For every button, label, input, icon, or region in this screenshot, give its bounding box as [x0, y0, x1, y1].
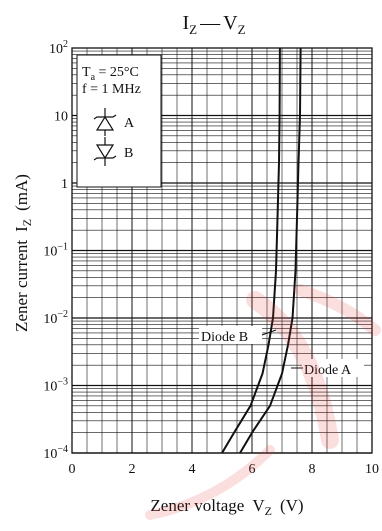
x-tick-label: 10 [365, 462, 379, 477]
x-tick-labels: 0 2 4 6 8 10 [69, 462, 380, 477]
y-tick-label: 1 [61, 177, 68, 192]
series-line-diode-a [239, 47, 302, 454]
x-tick-label: 4 [189, 462, 196, 477]
legend: Ta = 25°C f = 1 MHz A B [76, 54, 162, 188]
y-tick-label: 10 [54, 110, 68, 125]
series-layer [221, 47, 302, 454]
annotation-diode-b-leader [261, 329, 277, 336]
annotation-diode-b: Diode B [201, 330, 248, 345]
annotation-diode-a: Diode A [304, 363, 352, 378]
x-tick-label: 8 [309, 462, 316, 477]
y-tick-labels: 102 10 1 10−1 10−2 10−3 10−4 [43, 39, 68, 462]
x-tick-label: 6 [249, 462, 256, 477]
y-axis-label: Zener currentIZ(mA) [12, 174, 34, 332]
y-tick-label: 10−2 [43, 309, 68, 327]
x-tick-label: 0 [69, 462, 76, 477]
legend-box [76, 54, 162, 188]
zener-diode-down-icon [93, 137, 117, 166]
y-tick-label: 10−1 [43, 242, 68, 260]
annotation-diode-a-bg [302, 359, 364, 377]
annotation-diode-b-bg [199, 326, 262, 344]
condition-frequency: f = 1 MHz [82, 82, 141, 97]
x-tick-label: 2 [129, 462, 136, 477]
condition-temperature: Ta = 25°C [82, 65, 139, 83]
x-axis-label: Zener voltage VZ (V) [150, 496, 303, 518]
y-tick-label: 102 [49, 39, 68, 57]
series-line-diode-b [221, 47, 281, 454]
zener-diode-up-icon [93, 108, 117, 136]
legend-label-b: B [124, 146, 133, 161]
y-tick-label: 10−4 [43, 444, 68, 462]
chart-title: IZ — VZ [182, 12, 245, 37]
y-tick-label: 10−3 [43, 377, 68, 395]
legend-label-a: A [124, 116, 135, 131]
